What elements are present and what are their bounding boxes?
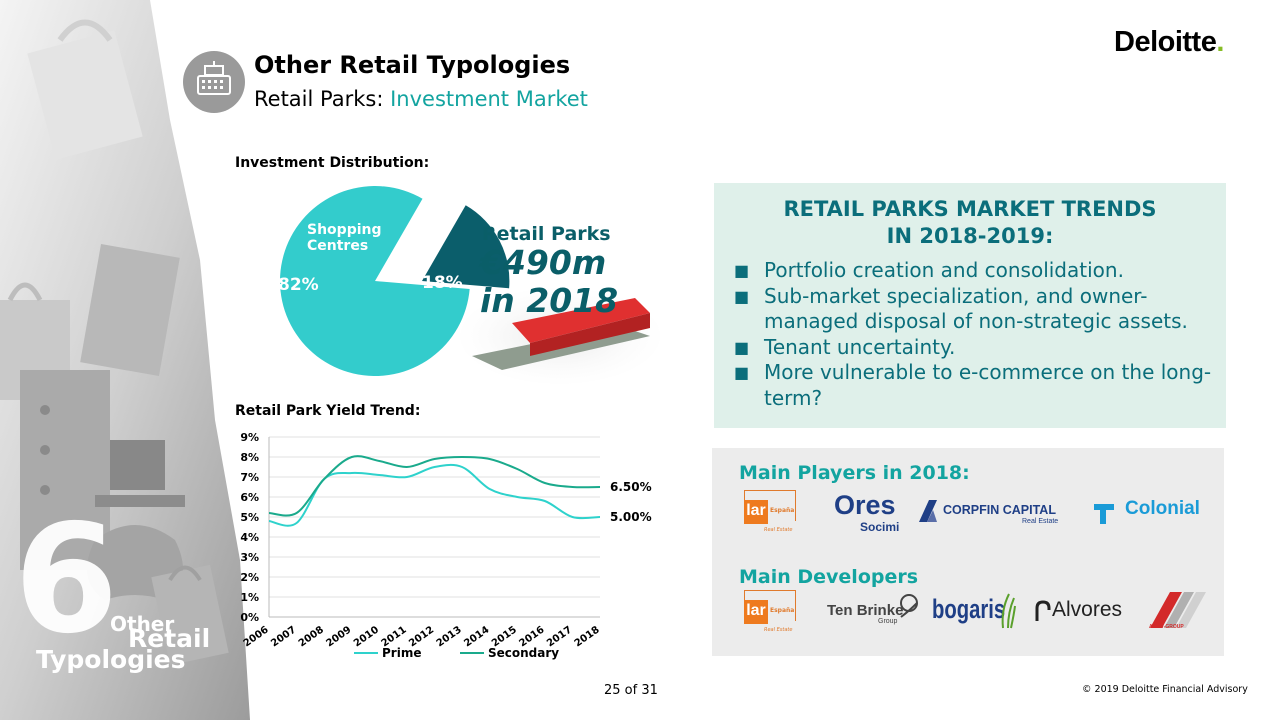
subtitle-accent: Investment Market bbox=[390, 87, 588, 111]
legend-label: Prime bbox=[382, 646, 421, 660]
yield-line-chart: 0% 1% 2% 3% 4% 5% 6% 7% 8% 9% 2006 2007 2008 2009 2010… bbox=[232, 425, 672, 674]
section-number: 6 bbox=[14, 493, 119, 667]
yield-chart-svg: 0% 1% 2% 3% 4% 5% 6% 7% 8% 9% 20062007200820092010… bbox=[240, 431, 652, 660]
players-panel: Main Players in 2018: lar España Real Es… bbox=[712, 448, 1224, 656]
activ-group-logo: ACTIV-GROUP bbox=[1149, 624, 1184, 630]
trend-item: Tenant uncertainty. bbox=[734, 335, 1224, 361]
lar-tag-dev: Real Estate bbox=[764, 627, 793, 633]
page-title: Other Retail Typologies bbox=[254, 51, 571, 79]
y-tick-label: 5% bbox=[240, 511, 259, 524]
legend-label: Secondary bbox=[488, 646, 559, 660]
yield-trend-label: Retail Park Yield Trend: bbox=[235, 403, 421, 419]
lar-espana-developer-logo: lar España Real Estate bbox=[742, 590, 796, 633]
y-tick-label: 0% bbox=[240, 611, 259, 624]
section-label-line1: Other bbox=[110, 612, 175, 636]
x-tick-label: 2013 bbox=[435, 624, 464, 649]
x-tick-label: 2018 bbox=[573, 624, 602, 649]
logo-text: Deloitte bbox=[1114, 26, 1217, 58]
market-trends-title: RETAIL PARKS MARKET TRENDS IN 2018-2019: bbox=[714, 196, 1226, 250]
y-tick-label: 4% bbox=[240, 531, 259, 544]
investment-pie-chart: Shopping Centres 82% 18% bbox=[240, 178, 680, 392]
lar-sub: España bbox=[770, 507, 795, 514]
activ-group-logo-mark bbox=[1150, 592, 1206, 628]
pie-svg: Shopping Centres 82% 18% bbox=[278, 186, 660, 384]
page-subtitle: Retail Parks: Investment Market bbox=[254, 87, 588, 111]
lar-sub-dev: España bbox=[770, 607, 795, 614]
tenbrinke-logo: Ten Brinke bbox=[827, 602, 904, 619]
y-tick-label: 3% bbox=[240, 551, 259, 564]
pie-slice-shopping-centres bbox=[280, 186, 470, 376]
y-tick-label: 9% bbox=[240, 431, 259, 444]
sidebar-collage-graphic bbox=[0, 0, 250, 720]
y-tick-label: 8% bbox=[240, 451, 259, 464]
alvores-icon bbox=[1035, 600, 1051, 621]
trend-item: More vulnerable to e-commerce on the lon… bbox=[734, 360, 1224, 411]
corpfin-sub: Real Estate bbox=[1022, 518, 1059, 525]
main-developers-title: Main Developers bbox=[739, 566, 919, 588]
copyright: © 2019 Deloitte Financial Advisory bbox=[1082, 684, 1248, 695]
x-tick-label: 2006 bbox=[242, 624, 271, 649]
page-number: 25 of 31 bbox=[604, 683, 658, 698]
corpfin-logo: CORPFIN CAPITAL bbox=[943, 503, 1056, 517]
market-trends-panel: RETAIL PARKS MARKET TRENDS IN 2018-2019:… bbox=[714, 183, 1226, 428]
y-tick-label: 2% bbox=[240, 571, 259, 584]
lar-espana-logo: lar España Real Estate bbox=[742, 490, 796, 533]
amount-line2: in 2018 bbox=[480, 281, 619, 320]
x-tick-label: 2010 bbox=[352, 624, 381, 649]
bogaris-logo: bogaris bbox=[932, 594, 1006, 624]
slice-label-shopping-line1: Shopping bbox=[307, 222, 382, 238]
subtitle-prefix: Retail Parks: bbox=[254, 87, 391, 111]
lar-tag: Real Estate bbox=[764, 527, 793, 533]
lar-mark-dev: lar bbox=[744, 600, 768, 624]
pie-slice-retail-parks bbox=[422, 205, 510, 289]
trends-title-line2: IN 2018-2019: bbox=[886, 224, 1054, 248]
y-tick-label: 6% bbox=[240, 491, 259, 504]
x-tick-label: 2009 bbox=[324, 624, 353, 649]
trend-item: Sub-market specialization, and owner-man… bbox=[734, 284, 1224, 335]
series-line-secondary bbox=[268, 455, 601, 517]
cash-register-icon bbox=[183, 51, 245, 113]
trends-title-line1: RETAIL PARKS MARKET TRENDS bbox=[783, 197, 1157, 221]
amount-line1: €490m bbox=[480, 243, 607, 282]
lar-mark: lar bbox=[744, 500, 768, 524]
section-label-line2: Retail bbox=[128, 624, 211, 653]
trend-item: Portfolio creation and consolidation. bbox=[734, 258, 1224, 284]
ores-sub: Socimi bbox=[860, 520, 900, 534]
corpfin-icon bbox=[919, 500, 937, 522]
end-value-label: 5.00% bbox=[610, 510, 652, 524]
retail-parks-label: Retail Parks bbox=[482, 223, 611, 245]
ores-logo: Ores bbox=[834, 490, 896, 520]
bogaris-leaf-icon bbox=[1001, 593, 1016, 629]
tenbrinke-sub: Group bbox=[878, 618, 898, 625]
slice-label-shopping-line2: Centres bbox=[307, 238, 368, 254]
end-value-label: 6.50% bbox=[610, 480, 652, 494]
colonial-icon bbox=[1094, 504, 1114, 524]
slice-percent-shopping: 82% bbox=[278, 275, 319, 295]
trends-list: Portfolio creation and consolidation. Su… bbox=[734, 258, 1224, 411]
main-players-title: Main Players in 2018: bbox=[739, 462, 970, 484]
slice-percent-retail: 18% bbox=[422, 273, 463, 293]
retail-park-image-building bbox=[512, 298, 650, 343]
section-sidebar: 6 Other Retail Typologies bbox=[0, 0, 250, 720]
colonial-logo: Colonial bbox=[1125, 498, 1200, 519]
logo-dot: . bbox=[1216, 26, 1224, 58]
x-tick-label: 2007 bbox=[269, 624, 298, 649]
y-tick-label: 7% bbox=[240, 471, 259, 484]
tenbrinke-icon bbox=[900, 594, 918, 618]
investment-amount: €490m in 2018 bbox=[480, 244, 618, 320]
distribution-label: Investment Distribution: bbox=[235, 155, 430, 171]
alvores-logo: Alvores bbox=[1052, 598, 1123, 621]
deloitte-logo: Deloitte. bbox=[1114, 26, 1224, 59]
x-tick-label: 2008 bbox=[297, 624, 326, 649]
section-label-line3: Typologies bbox=[36, 645, 186, 674]
y-tick-label: 1% bbox=[240, 591, 259, 604]
